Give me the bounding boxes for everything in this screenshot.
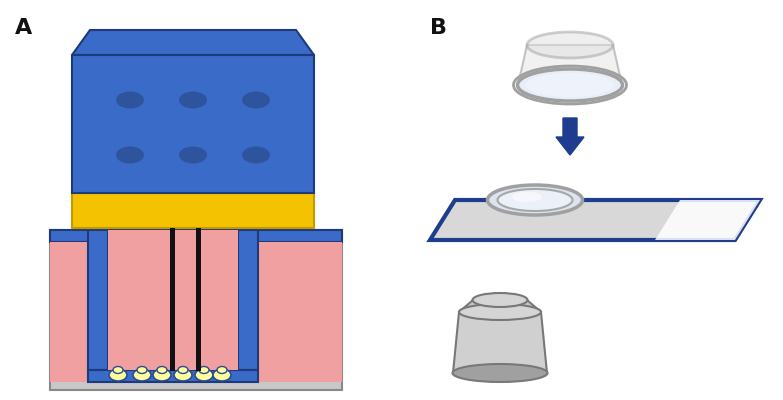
Ellipse shape [109,369,127,381]
Ellipse shape [518,69,622,101]
Ellipse shape [113,366,123,374]
Ellipse shape [179,146,207,164]
Polygon shape [518,45,622,85]
Ellipse shape [116,92,144,108]
Ellipse shape [116,146,144,164]
Bar [170,228,175,371]
Polygon shape [88,230,108,370]
Polygon shape [108,230,238,370]
Ellipse shape [512,192,542,202]
Ellipse shape [242,92,270,108]
Ellipse shape [199,366,209,374]
Ellipse shape [133,369,151,381]
FancyArrow shape [556,118,584,155]
Polygon shape [72,193,314,228]
Ellipse shape [453,364,547,382]
Ellipse shape [525,73,615,97]
Polygon shape [88,370,258,382]
Ellipse shape [459,304,541,320]
Polygon shape [655,200,760,240]
Ellipse shape [174,369,192,381]
Polygon shape [258,242,342,382]
Ellipse shape [472,293,528,307]
Ellipse shape [157,366,167,374]
Ellipse shape [242,146,270,164]
Polygon shape [453,312,547,373]
Polygon shape [72,30,314,55]
Ellipse shape [153,369,171,381]
Ellipse shape [178,366,188,374]
Ellipse shape [195,369,213,381]
Ellipse shape [213,369,231,381]
Polygon shape [50,230,342,390]
Ellipse shape [137,366,147,374]
Ellipse shape [179,92,207,108]
Polygon shape [238,230,258,370]
Ellipse shape [497,189,572,211]
Text: A: A [15,18,32,38]
Polygon shape [430,200,760,240]
Ellipse shape [217,366,227,374]
Polygon shape [459,300,541,312]
Polygon shape [50,230,342,242]
Polygon shape [72,55,314,193]
Bar [196,228,201,371]
Text: B: B [430,18,447,38]
Polygon shape [50,242,88,382]
Ellipse shape [488,185,583,215]
Ellipse shape [527,32,613,58]
